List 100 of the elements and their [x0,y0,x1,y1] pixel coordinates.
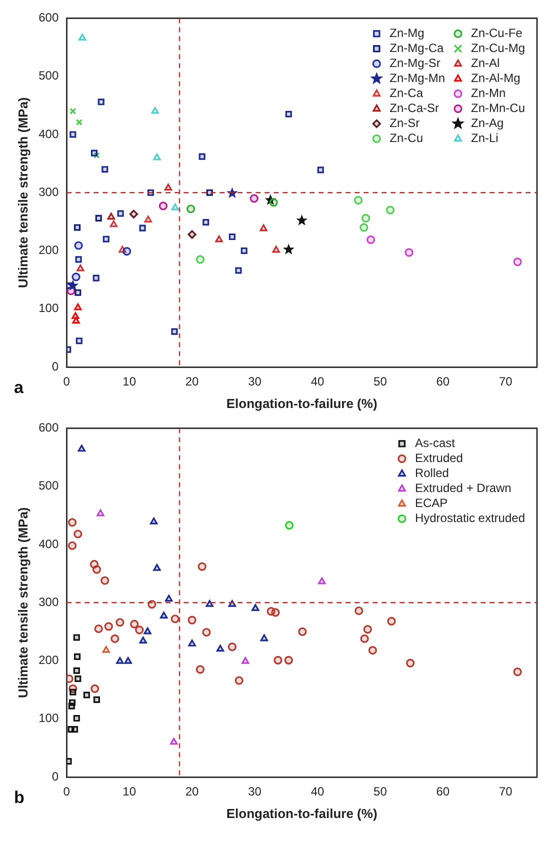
x-tick-label: 60 [436,784,450,799]
point [70,688,76,696]
x-axis-title: Elongation-to-failure (%) [226,806,378,821]
x-tick-label: 10 [122,374,136,389]
legend-label: Zn-Mn [470,86,506,100]
y-tick-label: 300 [38,184,59,199]
point [164,184,172,190]
point [116,618,124,627]
legend-label: Zn-Ca [390,86,424,100]
point [78,34,86,41]
point [196,255,205,264]
legend-label: Zn-Mg-Sr [390,56,440,70]
point [68,702,75,710]
point [171,328,178,335]
point [317,166,324,174]
point [93,696,100,703]
point [68,541,77,550]
point [73,667,80,674]
legend-label: Zn-Mg [390,26,424,40]
point [68,280,78,290]
point [74,303,82,310]
y-tick-label: 400 [38,126,59,141]
legend-label: Extruded [414,451,463,466]
point [513,257,522,266]
point [90,684,100,693]
point [90,150,98,156]
point [93,152,100,159]
x-tick-label: 40 [310,374,324,389]
y-tick-label: 200 [38,243,59,258]
point [406,658,415,668]
y-tick-label: 100 [38,301,59,316]
point [160,612,168,619]
legend-label: Zn-Al-Mg [470,71,520,86]
point [68,518,77,527]
legend-label: Zn-Mn-Cu [470,101,526,116]
point [235,267,242,274]
point [206,600,214,607]
point [271,608,280,617]
point [284,244,294,254]
point [215,235,223,242]
y-tick-label: 500 [38,68,59,83]
point [73,715,80,722]
point [117,210,124,217]
point [144,627,152,634]
y-tick-label: 500 [38,478,59,493]
point [74,653,81,660]
point [363,625,372,634]
point [74,289,82,296]
point [188,640,196,646]
point [260,224,268,232]
point [76,264,84,272]
x-tick-label: 50 [374,784,388,799]
point [165,594,173,602]
point [130,620,139,628]
point [116,657,124,664]
point [240,247,248,254]
point [386,206,395,214]
point [284,656,293,664]
point [202,218,210,226]
legend-label: Zn-Sr [390,116,420,130]
y-axis-title: Ultimate tensile strength (MPa) [15,97,30,288]
text: b [14,788,24,807]
point [72,316,80,324]
point [110,634,120,643]
point [252,604,260,611]
point [269,198,278,207]
point [170,614,180,624]
point [104,622,113,631]
point [129,210,138,218]
point [144,216,152,222]
text: a [14,378,24,397]
point [216,644,224,652]
point [266,195,276,204]
legend-label: Extruded + Drawn [414,481,512,496]
point [70,108,76,114]
point [171,203,179,210]
point [94,624,103,634]
point [100,576,110,585]
legend-label: ECAP [414,496,448,510]
x-tick-label: 20 [185,784,200,799]
point [250,194,258,203]
point [234,676,244,685]
legend-label: Hydrostatic extruded [414,511,526,526]
point [272,246,280,253]
point [260,634,268,642]
point [198,562,206,571]
point [318,577,326,584]
x-tick-label: 40 [310,784,324,799]
point [122,247,132,256]
x-tick-label: 30 [248,374,262,389]
point [296,215,307,225]
point [513,667,522,676]
point [188,230,196,239]
point [354,606,364,616]
point [158,202,168,210]
point [404,248,414,257]
legend-label: Zn-Cu-Mg [470,41,526,56]
x-tick-label: 20 [185,374,200,389]
point [74,224,81,231]
y-axis-title: Ultimate tensile strength (MPa) [15,507,30,698]
